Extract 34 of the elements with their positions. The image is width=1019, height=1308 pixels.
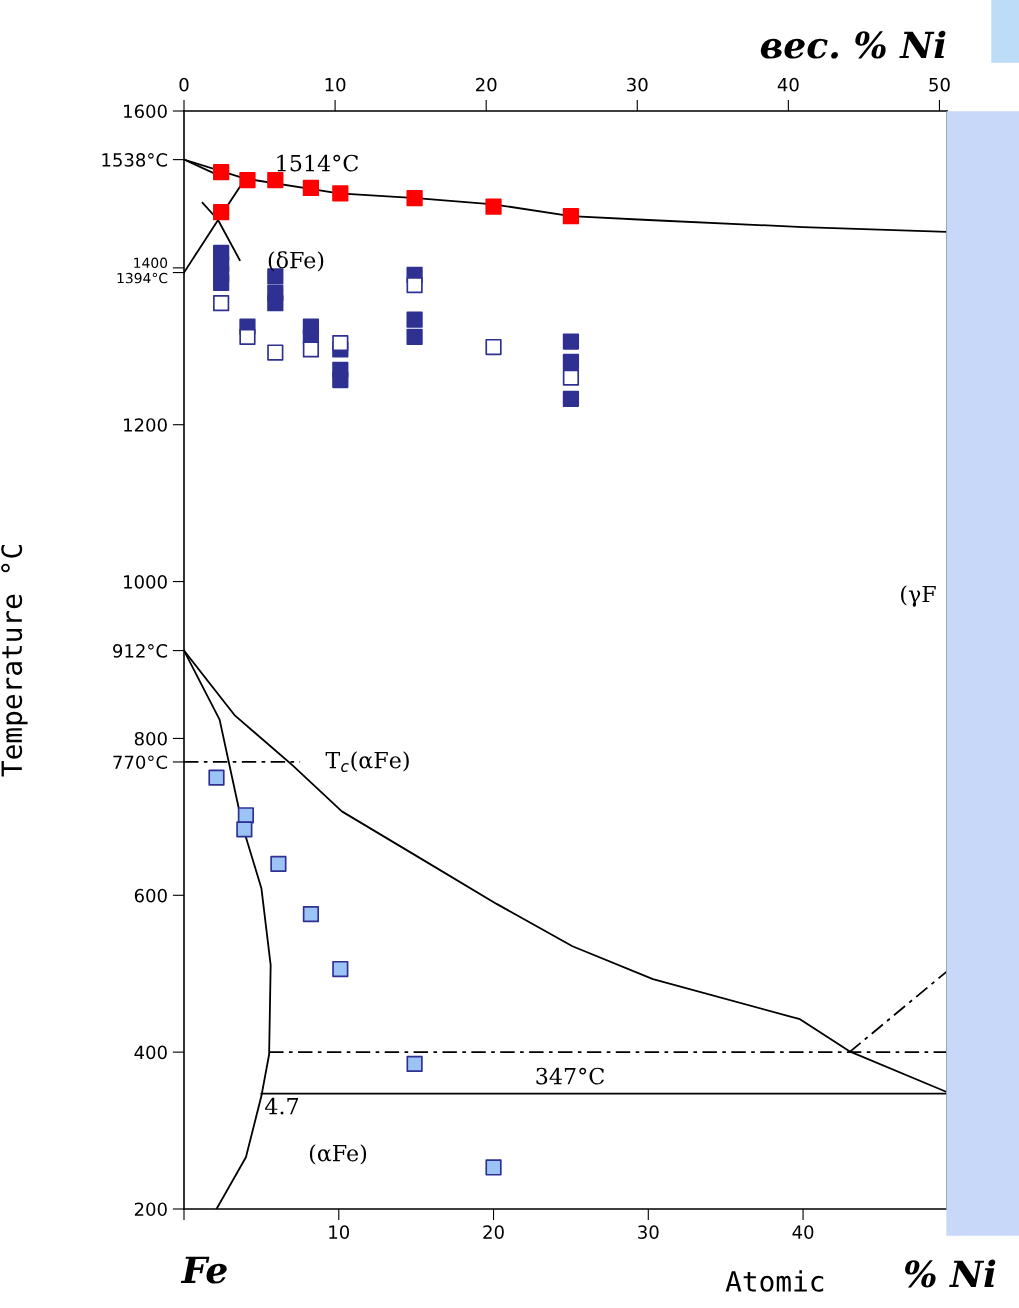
y-axis-title: Temperature °C [1,545,28,777]
y-tick-label: 800 [134,731,167,746]
x-tick-label: 30 [638,1225,659,1239]
text: % Ni [905,1259,996,1288]
x2-tick-label: 20 [476,77,497,92]
y-tick-label: 1600 [124,104,167,119]
x2-axis-title: вес. % Ni [760,30,946,59]
x2-tick-label: 10 [325,77,346,92]
x2-tick-label: 0 [179,77,189,92]
y-tick-label: 912°C [113,644,168,658]
annotation: 347°C [536,1067,604,1085]
annotation: 1514°C [277,154,358,172]
x2-tick-label: 50 [929,77,950,92]
y-tick-label: 600 [134,888,167,903]
x-tick-label: 20 [483,1225,504,1239]
y-tick-label: 1000 [124,575,167,589]
y-tick-label: 770°C [113,755,168,770]
annotation: T$_{c}$(αFe) [325,751,409,772]
annotation: (αFe) [309,1144,367,1165]
annotation: (γF [901,585,936,607]
annotation: (δFe) [268,251,324,272]
x-axis-title: Atomic [725,1270,824,1292]
y-tick-label: 1400 [134,257,168,269]
y-tick-label: 1538°C [102,153,168,167]
y-tick-label: 1394°C [117,272,168,284]
y-tick-label: 200 [134,1202,167,1217]
text: Fe [180,1256,227,1284]
x2-tick-label: 40 [777,77,799,92]
x-tick-label: 10 [329,1225,350,1239]
x-tick-label: 40 [792,1225,814,1239]
y-tick-label: 1200 [124,418,167,432]
annotation: 4.7 [265,1097,299,1115]
x2-tick-label: 30 [627,77,648,92]
y-tick-label: 400 [134,1045,167,1060]
